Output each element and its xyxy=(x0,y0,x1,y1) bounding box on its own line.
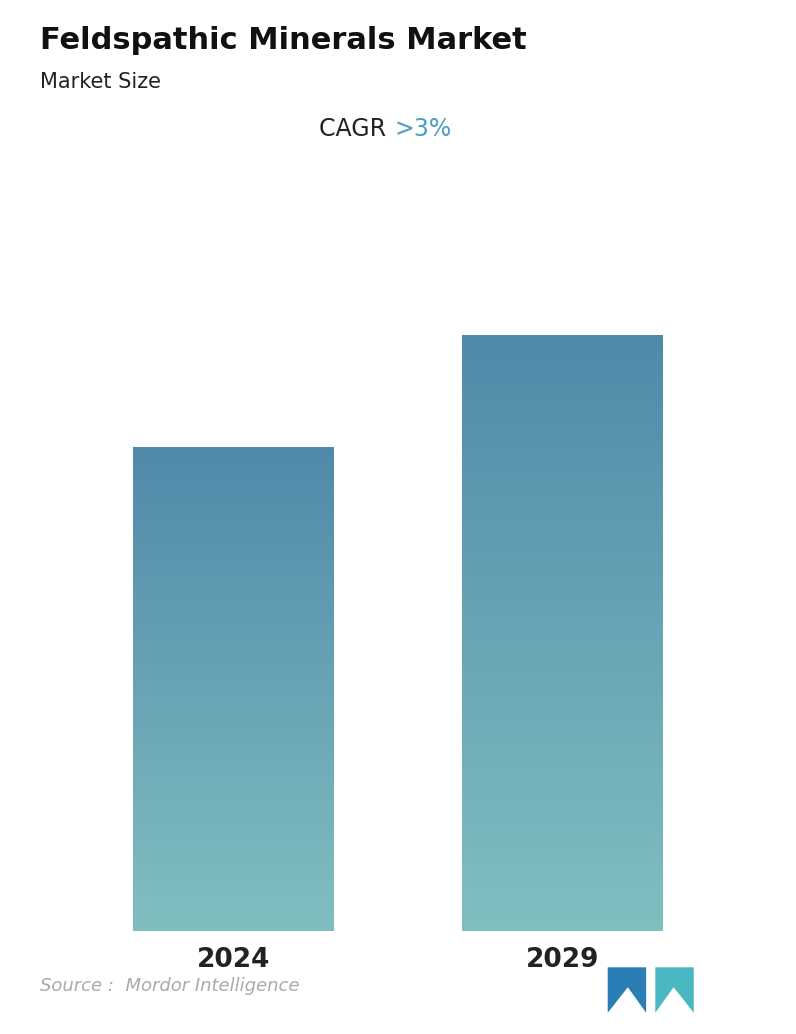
Text: CAGR: CAGR xyxy=(319,117,394,142)
Polygon shape xyxy=(655,968,694,1013)
Text: Feldspathic Minerals Market: Feldspathic Minerals Market xyxy=(40,26,526,55)
Text: Market Size: Market Size xyxy=(40,72,161,92)
Text: >3%: >3% xyxy=(394,117,451,142)
Text: Source :  Mordor Intelligence: Source : Mordor Intelligence xyxy=(40,977,299,995)
Polygon shape xyxy=(607,968,646,1013)
